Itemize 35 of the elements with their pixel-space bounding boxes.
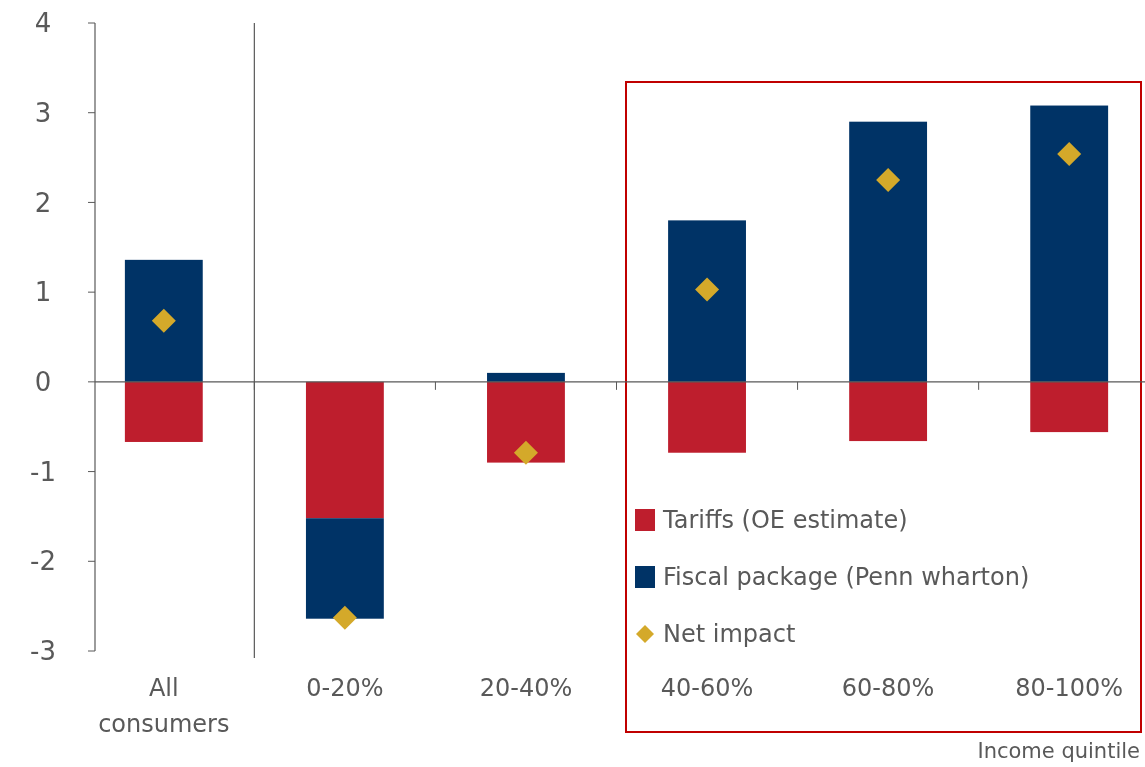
y-tick-label: 2 (34, 187, 52, 218)
point (695, 277, 720, 302)
y-tick-label: 3 (34, 97, 52, 128)
bar (305, 518, 384, 619)
point (513, 440, 538, 465)
y-tick-label: -2 (30, 546, 56, 577)
bar (305, 381, 384, 519)
x-tick-label: 0-20% (306, 674, 384, 702)
bar (1030, 381, 1109, 433)
point (332, 605, 357, 630)
bar (849, 381, 928, 442)
bar (668, 220, 746, 382)
x-tick-label: 80-100% (1015, 674, 1124, 702)
y-tick-label: 1 (34, 277, 52, 308)
legend-label: Fiscal package (Penn wharton) (663, 563, 1030, 592)
y-tick-label: -3 (30, 636, 56, 667)
legend-label: Tariffs (OE estimate) (662, 506, 908, 535)
y-tick-label: 4 (34, 8, 52, 39)
point (151, 308, 176, 333)
x-tick-label: 40-60% (660, 674, 754, 702)
x-tick-label: All consumers (98, 674, 230, 738)
bar (124, 259, 203, 382)
point (876, 168, 901, 192)
y-tick-label: 0 (34, 366, 52, 397)
x-tick-label: 20-40% (479, 674, 573, 702)
bar (668, 381, 746, 453)
point (1057, 141, 1082, 166)
bar (124, 381, 203, 442)
x-axis-title: Income quintile (977, 739, 1140, 763)
y-tick-label: -1 (30, 456, 56, 487)
bar (849, 121, 928, 382)
x-tick-label: 60-80% (841, 674, 935, 702)
bar (1030, 105, 1109, 382)
legend-label: Net impact (663, 620, 796, 649)
bar (487, 381, 565, 463)
